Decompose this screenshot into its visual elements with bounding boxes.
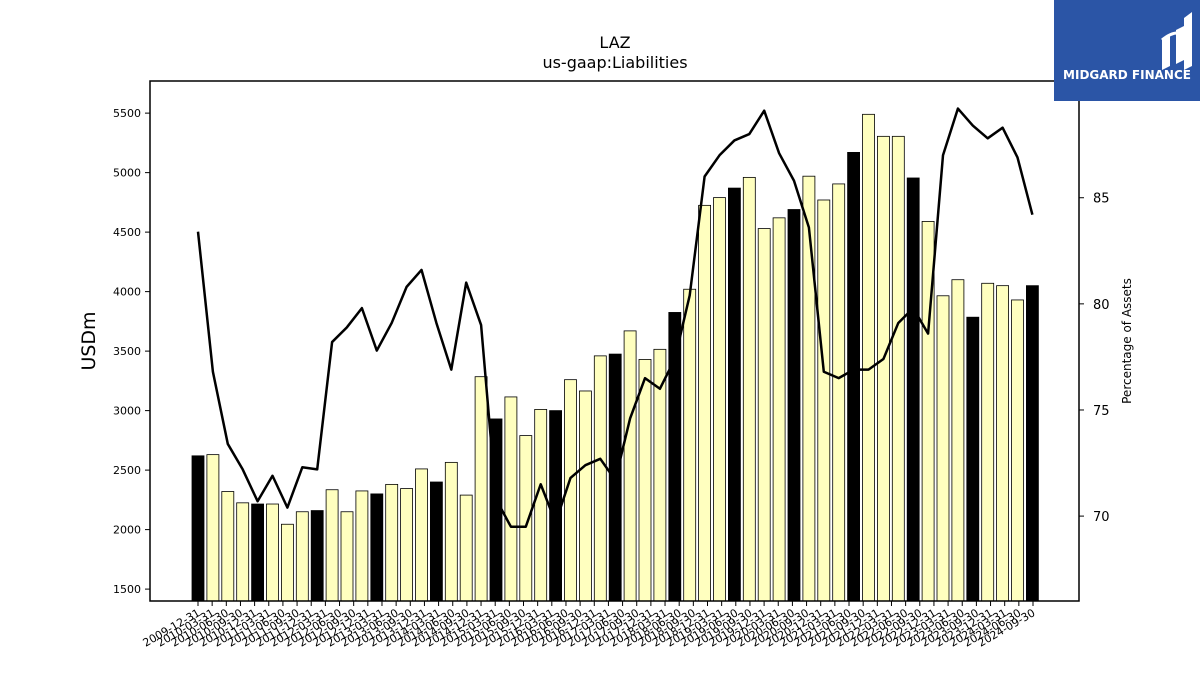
bar xyxy=(251,503,265,602)
y-axis-ticks: 1500 2000 2500 3000 3500 4000 4500 5000 5500 xyxy=(113,107,150,596)
bar xyxy=(623,330,637,602)
bar-series xyxy=(191,113,1039,602)
bar xyxy=(683,288,697,602)
bar xyxy=(429,481,443,602)
y2-tick-label: 70 xyxy=(1093,510,1110,525)
bar xyxy=(877,135,890,602)
bar xyxy=(951,279,965,602)
bar xyxy=(1026,285,1039,602)
chart-subtitle: us-gaap:Liabilities xyxy=(542,53,687,72)
chart-title: LAZ xyxy=(599,33,630,52)
y-axis-label: USDm xyxy=(78,311,100,370)
bar xyxy=(549,410,562,602)
bar xyxy=(385,483,399,602)
bar xyxy=(728,187,741,602)
bar xyxy=(370,493,384,602)
bar xyxy=(802,175,816,602)
bar xyxy=(236,502,250,602)
bar xyxy=(966,316,980,602)
bar xyxy=(221,491,235,602)
percentage-line xyxy=(196,107,1034,528)
percentage-line-series xyxy=(196,107,1034,528)
bar xyxy=(310,510,324,602)
bar xyxy=(906,177,920,602)
bar xyxy=(415,468,428,602)
bar xyxy=(191,455,205,602)
plot-frame xyxy=(149,80,1080,602)
bar xyxy=(772,217,786,602)
bar xyxy=(832,183,846,602)
bar xyxy=(444,461,458,602)
brand-name: MIDGARD FINANCE xyxy=(1063,68,1191,82)
bar xyxy=(757,228,771,602)
bar xyxy=(698,204,711,602)
y-tick-label: 2000 xyxy=(113,524,141,537)
y-tick-label: 4000 xyxy=(113,286,141,299)
bar xyxy=(713,197,726,602)
y-tick-label: 4500 xyxy=(113,226,141,239)
y2-tick-label: 75 xyxy=(1093,404,1110,419)
bar xyxy=(1011,299,1024,602)
bar xyxy=(787,209,801,602)
brand-logo: MIDGARD FINANCE xyxy=(1054,0,1200,101)
bar xyxy=(847,151,860,602)
bar xyxy=(996,285,1009,602)
y-tick-label: 2500 xyxy=(113,464,141,477)
bar xyxy=(817,199,831,602)
bar xyxy=(206,454,220,602)
bar xyxy=(981,282,995,602)
bar xyxy=(340,511,354,602)
bar xyxy=(325,489,339,602)
y2-tick-label: 80 xyxy=(1093,298,1110,313)
bar xyxy=(891,135,905,602)
bar xyxy=(742,176,756,602)
bar xyxy=(936,295,950,602)
bar xyxy=(862,113,875,602)
y-tick-label: 3500 xyxy=(113,345,141,358)
bar xyxy=(474,376,488,602)
bar xyxy=(504,396,518,602)
bar xyxy=(534,409,548,602)
bar xyxy=(280,523,294,602)
y2-tick-label: 85 xyxy=(1093,192,1110,207)
y-tick-label: 1500 xyxy=(113,583,141,596)
bar xyxy=(400,488,414,602)
bar xyxy=(295,511,309,602)
y-tick-label: 3000 xyxy=(113,405,141,418)
bar xyxy=(266,503,279,602)
y-tick-label: 5500 xyxy=(113,107,141,120)
bar xyxy=(355,490,369,602)
bar xyxy=(459,494,473,602)
bar xyxy=(579,390,592,602)
bar xyxy=(593,355,607,602)
y-tick-label: 5000 xyxy=(113,167,141,180)
bar xyxy=(638,359,652,602)
x-axis-ticks: 2009-12-312010-03-312010-06-302010-09-30… xyxy=(141,601,1038,650)
y2-axis-label: Percentage of Assets xyxy=(1120,278,1134,404)
midgard-logo-icon xyxy=(1161,12,1192,70)
y2-axis-ticks: 70 75 80 85 xyxy=(1079,192,1110,525)
